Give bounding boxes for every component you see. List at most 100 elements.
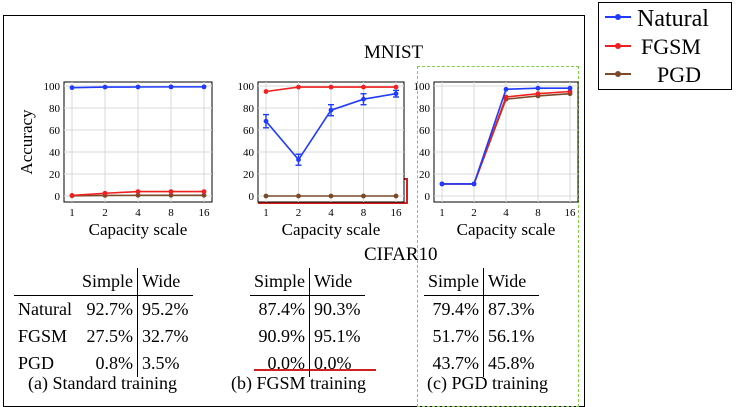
chart-standard-point-natural-0: [69, 85, 75, 91]
chart-fgsm-point-natural-0: [263, 118, 269, 124]
chart-standard-xlabel: Capacity scale: [89, 220, 188, 239]
chart-standard-xtick-1: 2: [102, 207, 108, 219]
cell-simple: 0.8%: [95, 353, 134, 373]
legend-marker-natural: [615, 14, 621, 20]
chart-pgd-ytick-3: 60: [419, 125, 431, 137]
cell-wide: 87.3%: [483, 295, 539, 323]
chart-standard-point-pgd-4: [201, 192, 207, 198]
table-row: 43.7% 45.8%: [424, 350, 539, 377]
table-row: 79.4% 87.3%: [424, 295, 539, 323]
chart-fgsm-ytick-0: 0: [249, 191, 255, 203]
table-row: 51.7% 56.1%: [424, 323, 539, 350]
chart-standard-point-fgsm-3: [168, 189, 174, 195]
chart-standard-xtick-4: 16: [199, 207, 211, 219]
chart-standard-point-pgd-3: [168, 192, 174, 198]
col-header-simple: Simple: [77, 268, 138, 296]
chart-fgsm-xtick-1: 2: [296, 207, 302, 219]
chart-standard-point-natural-4: [201, 84, 207, 90]
table-row: FGSM 27.5% 32.7%: [14, 323, 193, 350]
legend-item-natural: Natural: [605, 6, 709, 32]
chart-fgsm-xlabel: Capacity scale: [282, 220, 381, 239]
legend-label-pgd: PGD: [657, 62, 701, 87]
row-label-pgd: PGD: [18, 353, 55, 373]
chart-standard-xtick-0: 1: [69, 207, 75, 219]
chart-fgsm-ytick-5: 100: [238, 81, 255, 93]
table-corner: [14, 268, 78, 296]
chart-standard-ytick-5: 100: [44, 81, 61, 93]
legend-item-fgsm: FGSM: [605, 34, 701, 59]
col-header-wide: Wide: [483, 268, 539, 296]
chart-fgsm-point-natural-4: [393, 91, 399, 97]
chart-fgsm-point-pgd-0: [263, 193, 269, 199]
caption-pgd-training: (c) PGD training: [427, 373, 548, 393]
chart-fgsm-point-pgd-1: [296, 193, 301, 199]
legend: Natural FGSM PGD: [598, 2, 732, 90]
chart-fgsm-point-pgd-2: [328, 193, 334, 199]
cell-wide: 3.5%: [137, 350, 193, 377]
table-pgd-training: Simple Wide 79.4% 87.3% 51.7% 56.1% 43.7…: [424, 268, 539, 377]
chart-pgd-point-natural-4: [567, 85, 573, 91]
chart-fgsm-xtick-3: 8: [361, 207, 367, 219]
chart-standard-point-fgsm-1: [102, 190, 108, 196]
cell-wide: 0.0%: [309, 350, 365, 377]
chart-fgsm-point-natural-2: [328, 107, 334, 113]
legend-item-pgd: PGD: [605, 62, 701, 87]
chart-pgd-xtick-2: 4: [503, 207, 509, 219]
caption-standard-training: (a) Standard training: [28, 373, 177, 393]
chart-standard-ytick-4: 80: [49, 103, 61, 115]
chart-standard-point-fgsm-2: [135, 189, 141, 195]
cell-wide: 56.1%: [483, 323, 539, 350]
chart-pgd-point-fgsm-4: [567, 89, 573, 94]
cell-simple: 43.7%: [432, 353, 480, 373]
chart-fgsm-ytick-1: 20: [243, 169, 255, 181]
row-label-fgsm: FGSM: [18, 326, 68, 346]
chart-fgsm-xtick-4: 16: [391, 207, 403, 219]
chart-standard-ytick-3: 60: [49, 125, 61, 137]
chart-fgsm-xtick-2: 4: [328, 207, 334, 219]
cell-simple: 79.4%: [432, 299, 480, 319]
legend-marker-pgd: [615, 71, 621, 77]
cell-wide: 32.7%: [137, 323, 193, 350]
chart-standard-point-fgsm-0: [69, 193, 75, 198]
table-row: 0.0% 0.0%: [250, 350, 365, 377]
cell-wide: 95.1%: [309, 323, 365, 350]
chart-fgsm-ytick-3: 60: [243, 125, 255, 137]
chart-fgsm-point-fgsm-2: [328, 84, 334, 90]
legend-label-fgsm: FGSM: [641, 34, 701, 59]
cell-wide: 90.3%: [309, 295, 365, 323]
row-label-natural: Natural: [18, 299, 72, 319]
chart-pgd-xlabel: Capacity scale: [457, 220, 556, 239]
col-header-simple: Simple: [250, 268, 310, 296]
chart-pgd-point-natural-1: [471, 181, 477, 187]
cell-simple: 90.9%: [258, 326, 306, 346]
chart-fgsm-ytick-2: 40: [243, 147, 255, 159]
mnist-title: MNIST: [364, 42, 424, 63]
cifar10-title: CIFAR10: [364, 244, 438, 265]
cell-simple: 0.0%: [267, 353, 306, 373]
chart-pgd-point-natural-2: [503, 86, 509, 92]
chart-pgd-ytick-1: 20: [419, 169, 431, 181]
chart-fgsm-point-fgsm-1: [296, 84, 301, 90]
col-header-wide: Wide: [309, 268, 365, 296]
chart-standard-point-natural-3: [168, 84, 174, 90]
chart-fgsm-point-natural-3: [361, 96, 366, 102]
col-header-simple: Simple: [424, 268, 484, 296]
table-row: PGD 0.8% 3.5%: [14, 350, 193, 377]
chart-fgsm-point-fgsm-3: [361, 84, 366, 90]
cell-simple: 51.7%: [432, 326, 480, 346]
cell-wide: 45.8%: [483, 350, 539, 377]
chart-pgd-ytick-0: 0: [425, 191, 431, 203]
chart-pgd-point-fgsm-3: [535, 91, 541, 97]
chart-fgsm-point-fgsm-0: [263, 89, 269, 94]
chart-standard-point-natural-2: [135, 84, 141, 90]
legend-label-natural: Natural: [637, 6, 709, 32]
chart-pgd-ytick-4: 80: [419, 103, 431, 115]
chart-standard-ytick-1: 20: [49, 169, 61, 181]
chart-pgd-ytick-5: 100: [414, 81, 431, 93]
chart-fgsm-point-natural-1: [296, 157, 301, 163]
chart-standard-xtick-2: 4: [135, 207, 141, 219]
chart-fgsm-point-fgsm-4: [393, 84, 399, 90]
chart-pgd-xtick-4: 16: [565, 207, 577, 219]
table-standard-training: Simple Wide Natural 92.7% 95.2% FGSM 27.…: [14, 268, 193, 377]
chart-fgsm-ytick-4: 80: [243, 103, 255, 115]
